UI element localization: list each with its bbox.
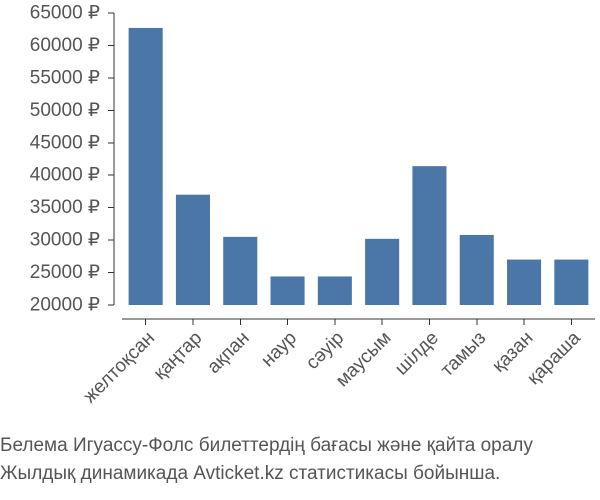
bar-8 [507,259,542,305]
y-tick-label: 35000 ₽ [30,197,100,218]
y-tick-label: 25000 ₽ [30,262,100,283]
y-tick-label: 55000 ₽ [30,67,100,88]
y-tick-label: 30000 ₽ [30,230,100,251]
bar-6 [412,166,447,305]
y-tick-label: 20000 ₽ [30,295,100,316]
caption-line-2: Жылдық динамикада Avticket.kz статистика… [0,463,501,484]
bar-4 [317,276,352,305]
x-tick-label: наур [257,328,301,372]
bar-1 [175,194,210,305]
y-tick-label: 40000 ₽ [30,165,100,186]
y-tick-label: 60000 ₽ [30,35,100,56]
x-tick-label: тамыз [437,328,490,381]
bar-7 [459,234,494,305]
x-tick-label: шілде [391,328,443,380]
bar-3 [270,276,305,305]
x-tick-label: желтоқсан [79,328,159,408]
x-tick-label: ақпан [203,328,253,378]
y-axis: 20000 ₽ 25000 ₽ 30000 ₽ 35000 ₽ 40000 ₽ 45000… [30,3,115,316]
y-tick-label: 65000 ₽ [30,3,100,24]
caption-line-1: Белема Игуассу-Фолс билеттердің бағасы ж… [0,435,533,456]
x-tick-label: қаңтар [150,328,207,385]
bar-5 [365,238,400,305]
y-tick-label: 45000 ₽ [30,132,100,153]
bar-0 [128,27,163,306]
x-tick-label: қараша [523,327,585,389]
bar-2 [223,236,258,305]
y-tick-label: 50000 ₽ [30,100,100,121]
bars [128,27,589,306]
bar-9 [554,259,589,305]
bar-chart: 20000 ₽ 25000 ₽ 30000 ₽ 35000 ₽ 40000 ₽ 45000… [30,3,595,408]
